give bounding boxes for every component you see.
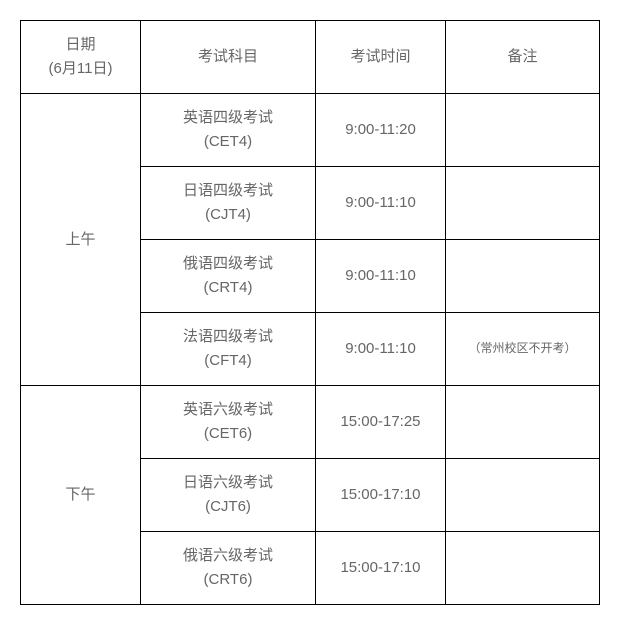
- subject-code: (CFT4): [145, 349, 311, 373]
- subject-name: 日语四级考试: [145, 179, 311, 203]
- header-date-line1: 日期: [25, 33, 136, 57]
- subject-code: (CJT6): [145, 495, 311, 519]
- subject-name: 法语四级考试: [145, 325, 311, 349]
- header-date-line2: (6月11日): [25, 57, 136, 81]
- subject-cell: 法语四级考试 (CFT4): [141, 313, 316, 386]
- time-cell: 9:00-11:10: [316, 313, 446, 386]
- subject-cell: 日语六级考试 (CJT6): [141, 459, 316, 532]
- table-header-row: 日期 (6月11日) 考试科目 考试时间 备注: [21, 21, 600, 94]
- time-cell: 9:00-11:10: [316, 167, 446, 240]
- header-note: 备注: [446, 21, 600, 94]
- subject-name: 俄语六级考试: [145, 544, 311, 568]
- session-afternoon: 下午: [21, 386, 141, 605]
- note-cell: （常州校区不开考）: [446, 313, 600, 386]
- session-morning: 上午: [21, 94, 141, 386]
- subject-cell: 俄语四级考试 (CRT4): [141, 240, 316, 313]
- note-cell: [446, 386, 600, 459]
- note-cell: [446, 532, 600, 605]
- time-cell: 9:00-11:20: [316, 94, 446, 167]
- subject-cell: 日语四级考试 (CJT4): [141, 167, 316, 240]
- exam-schedule-table: 日期 (6月11日) 考试科目 考试时间 备注 上午 英语四级考试 (CET4)…: [20, 20, 600, 605]
- subject-cell: 英语四级考试 (CET4): [141, 94, 316, 167]
- note-cell: [446, 240, 600, 313]
- note-cell: [446, 94, 600, 167]
- subject-name: 英语六级考试: [145, 398, 311, 422]
- header-subject: 考试科目: [141, 21, 316, 94]
- subject-code: (CRT6): [145, 568, 311, 592]
- subject-cell: 俄语六级考试 (CRT6): [141, 532, 316, 605]
- subject-name: 俄语四级考试: [145, 252, 311, 276]
- subject-code: (CET6): [145, 422, 311, 446]
- subject-code: (CJT4): [145, 203, 311, 227]
- time-cell: 9:00-11:10: [316, 240, 446, 313]
- time-cell: 15:00-17:10: [316, 459, 446, 532]
- note-cell: [446, 167, 600, 240]
- time-cell: 15:00-17:25: [316, 386, 446, 459]
- table-row: 上午 英语四级考试 (CET4) 9:00-11:20: [21, 94, 600, 167]
- table-row: 下午 英语六级考试 (CET6) 15:00-17:25: [21, 386, 600, 459]
- subject-code: (CRT4): [145, 276, 311, 300]
- subject-cell: 英语六级考试 (CET6): [141, 386, 316, 459]
- subject-name: 日语六级考试: [145, 471, 311, 495]
- header-date: 日期 (6月11日): [21, 21, 141, 94]
- subject-name: 英语四级考试: [145, 106, 311, 130]
- note-cell: [446, 459, 600, 532]
- header-time: 考试时间: [316, 21, 446, 94]
- time-cell: 15:00-17:10: [316, 532, 446, 605]
- subject-code: (CET4): [145, 130, 311, 154]
